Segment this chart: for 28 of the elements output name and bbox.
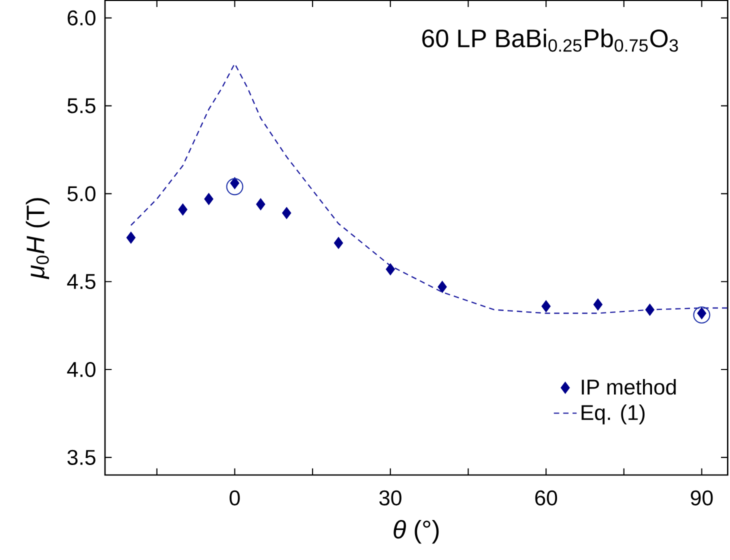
point xyxy=(693,306,710,324)
point xyxy=(282,207,292,219)
point xyxy=(438,281,447,293)
point xyxy=(226,178,244,196)
y-tick-label: 3.5 xyxy=(67,450,96,465)
y-tick-label: 6.0 xyxy=(68,10,96,26)
x-tick-label: 0 xyxy=(230,490,240,506)
point xyxy=(334,237,344,249)
legend-label: IP method xyxy=(582,379,676,395)
point xyxy=(126,232,136,244)
y-tick-label: 5.5 xyxy=(67,98,96,114)
y-tick-label: 4.5 xyxy=(67,274,96,290)
x-tick-label: 90 xyxy=(690,490,713,506)
annotation: 60 LP BaBi$_{0.25}$Pb$_{0.75}$O$_{3}$ xyxy=(422,28,678,52)
y-tick-label: 5.0 xyxy=(67,186,96,202)
x-tick-label: 60 xyxy=(535,490,558,506)
point xyxy=(542,300,551,312)
legend-label: Eq. (1) xyxy=(582,404,645,424)
point xyxy=(593,298,602,310)
point xyxy=(645,304,654,316)
point xyxy=(386,263,395,276)
y-axis-title: μ$_{0}$H (T) xyxy=(26,198,50,280)
y-tick-label: 4.0 xyxy=(67,362,96,378)
x-tick-label: 30 xyxy=(379,490,402,506)
x-axis-title: θ (°) xyxy=(394,520,439,544)
point xyxy=(204,193,214,205)
point xyxy=(178,204,188,216)
point xyxy=(256,198,266,210)
